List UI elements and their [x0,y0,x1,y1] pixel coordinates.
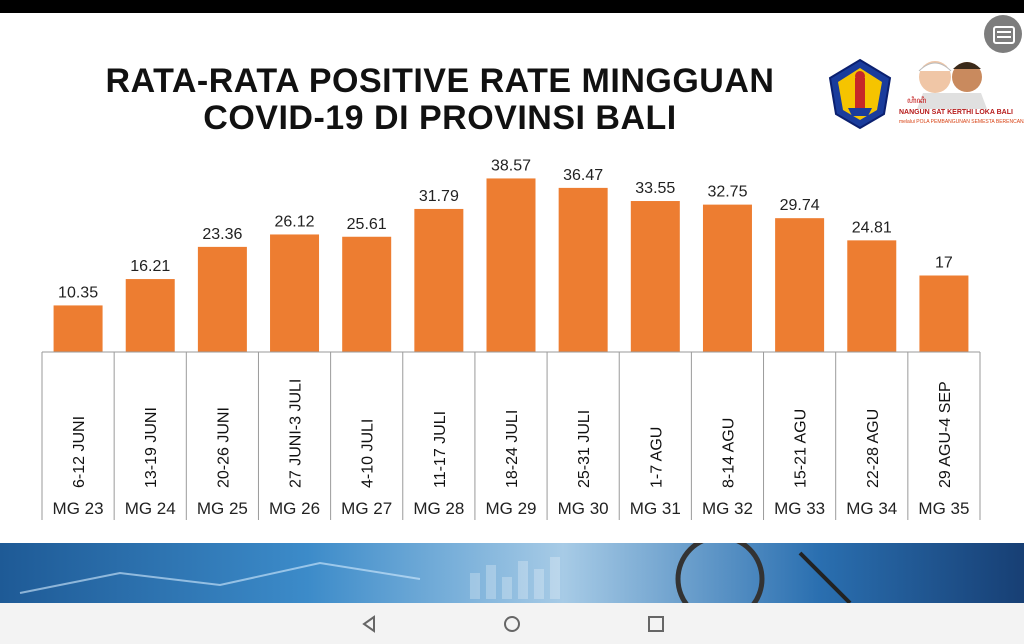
week-label: MG 35 [918,499,969,518]
week-label: MG 25 [197,499,248,518]
category-label: 13-19 JUNI [143,407,160,488]
category-label: 18-24 JULI [504,410,521,488]
data-label: 38.57 [491,157,531,174]
week-label: MG 30 [558,499,609,518]
data-label: 16.21 [130,258,170,275]
week-label: MG 34 [846,499,897,518]
data-label: 25.61 [347,216,387,233]
bar [630,201,680,352]
category-label: 8-14 AGU [720,418,737,488]
category-label: 20-26 JUNI [215,407,232,488]
bar [414,208,464,352]
week-label: MG 23 [53,499,104,518]
data-label: 26.12 [275,213,315,230]
bar [125,279,175,352]
category-label: 25-31 JULI [576,410,593,488]
data-label: 31.79 [419,188,459,205]
decorative-banner-image [0,543,1024,603]
data-label: 17 [935,255,953,272]
bar [342,236,392,352]
category-label: 11-17 JULI [432,411,449,488]
recent-apps-icon[interactable] [647,615,665,638]
category-label: 15-21 AGU [793,409,810,488]
category-label: 1-7 AGU [648,427,665,488]
data-label: 32.75 [707,184,747,201]
bar-chart: 10.35 6-12 JUNI MG 23 16.21 13-19 JUNI MG 24 2… [41,157,981,520]
bar [197,246,247,352]
logo-caption: NANGUN SAT KERTHI LOKA BALI [899,109,1013,116]
week-label: MG 28 [413,499,464,518]
week-label: MG 29 [485,499,536,518]
data-label: 23.36 [202,226,242,243]
week-label: MG 24 [125,499,176,518]
week-label: MG 31 [630,499,681,518]
bar [270,234,320,352]
svg-text:ꦲꦶꦏꦶ: ꦲꦶꦏꦶ [907,96,927,105]
category-label: 27 JUNI-3 JULI [288,379,305,488]
home-icon[interactable] [503,615,521,638]
bar [486,178,536,352]
bar [53,305,103,352]
bar [558,187,608,352]
chart-title: RATA-RATA POSITIVE RATE MINGGUAN COVID-1… [60,63,820,137]
week-label: MG 26 [269,499,320,518]
bar [919,275,969,352]
week-label: MG 32 [702,499,753,518]
data-label: 10.35 [58,284,98,301]
nangun-sat-kerthi-logo: ꦲꦶꦏꦶ NANGUN SAT KERTHI LOKA BALI melalui… [895,53,1024,148]
category-label: 4-10 JULI [360,419,377,488]
back-icon[interactable] [360,615,378,638]
chart-title-line-1: RATA-RATA POSITIVE RATE MINGGUAN [105,62,775,100]
logo-subcaption: melalui POLA PEMBANGUNAN SEMESTA BERENCA… [899,119,1024,125]
category-label: 6-12 JUNI [71,416,88,488]
category-label: 22-28 AGU [865,409,882,488]
status-bar [0,0,1024,13]
android-navigation-bar [0,603,1024,644]
slide: RATA-RATA POSITIVE RATE MINGGUAN COVID-1… [0,13,1024,603]
data-label: 33.55 [635,180,675,197]
week-label: MG 27 [341,499,392,518]
bar [775,218,825,352]
data-label: 24.81 [852,219,892,236]
chart-title-line-2: COVID-19 DI PROVINSI BALI [203,99,677,137]
data-label: 29.74 [780,197,820,214]
bar [702,204,752,352]
bar [847,240,897,352]
data-label: 36.47 [563,167,603,184]
menu-icon [993,26,1015,44]
bali-province-emblem-logo [826,58,894,130]
slide-menu-button[interactable] [984,15,1022,53]
category-label: 29 AGU-4 SEP [937,381,954,488]
week-label: MG 33 [774,499,825,518]
